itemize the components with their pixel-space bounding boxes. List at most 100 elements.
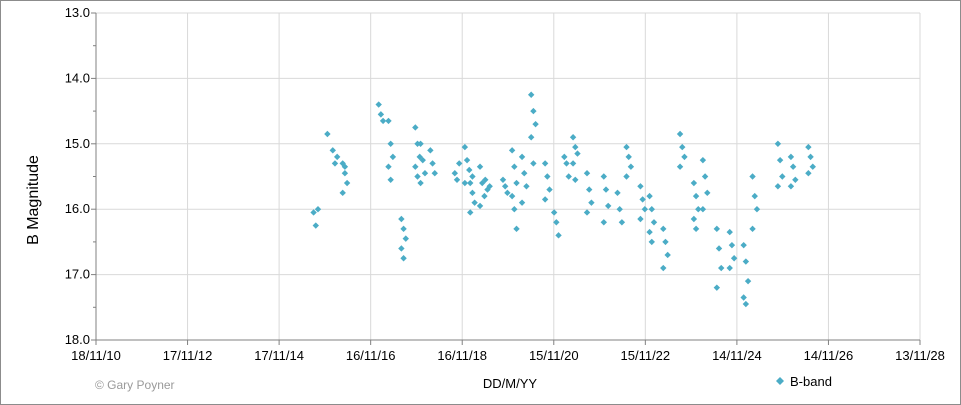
- data-point: [553, 219, 560, 226]
- data-point: [588, 199, 595, 206]
- data-point: [513, 225, 520, 233]
- data-point: [501, 183, 509, 190]
- data-point: [713, 225, 721, 233]
- data-point: [333, 153, 341, 161]
- data-point: [504, 189, 511, 197]
- data-point: [469, 173, 476, 180]
- data-point: [600, 173, 608, 180]
- data-point: [523, 183, 530, 190]
- legend-marker: [776, 377, 784, 385]
- data-point: [637, 215, 644, 223]
- x-tick-label: 15/11/22: [621, 348, 671, 363]
- data-point: [690, 179, 698, 187]
- y-tick-label: 13.0: [65, 5, 90, 20]
- data-point: [421, 170, 429, 177]
- data-point: [715, 245, 723, 252]
- data-point: [385, 117, 392, 125]
- data-point: [412, 163, 419, 170]
- x-tick-label: 15/11/20: [529, 348, 579, 363]
- data-point: [339, 189, 346, 197]
- data-point: [563, 160, 570, 167]
- data-point: [482, 176, 489, 183]
- y-tick-label: 14.0: [65, 70, 90, 85]
- data-point: [774, 183, 782, 190]
- data-point: [314, 206, 322, 213]
- data-point: [532, 120, 539, 128]
- data-point: [646, 192, 653, 200]
- x-axis-title: DD/M/YY: [483, 376, 538, 391]
- data-point: [660, 264, 667, 272]
- x-tick-label: 17/11/12: [163, 348, 213, 363]
- data-point: [753, 206, 761, 213]
- data-point: [389, 153, 397, 161]
- data-point: [586, 186, 593, 193]
- data-point: [565, 173, 572, 180]
- data-point: [451, 170, 459, 177]
- data-point: [476, 163, 484, 170]
- data-point: [676, 130, 684, 138]
- data-point: [469, 189, 476, 197]
- x-tick-label: 14/11/24: [712, 348, 762, 363]
- data-point: [749, 225, 756, 233]
- data-point: [377, 111, 385, 118]
- data-point: [398, 215, 405, 223]
- data-point: [779, 173, 786, 180]
- data-point: [776, 156, 784, 164]
- data-point: [701, 173, 709, 180]
- data-point: [787, 183, 795, 190]
- data-point: [466, 166, 473, 174]
- data-point: [807, 153, 814, 161]
- y-tick-label: 16.0: [65, 201, 90, 216]
- data-point: [692, 192, 700, 200]
- data-point: [726, 228, 733, 236]
- x-tick-label: 16/11/16: [346, 348, 396, 363]
- data-point: [379, 117, 387, 125]
- data-point: [387, 140, 394, 147]
- data-point: [600, 219, 608, 226]
- data-point: [641, 206, 649, 213]
- data-point: [341, 170, 349, 177]
- data-point: [513, 179, 520, 187]
- data-point: [417, 179, 424, 187]
- data-point: [704, 189, 711, 197]
- data-point: [527, 91, 535, 98]
- data-point: [662, 238, 669, 246]
- data-point: [637, 183, 644, 190]
- data-point: [530, 107, 537, 115]
- data-point: [527, 134, 535, 141]
- x-tick-labels: 18/11/10 17/11/12 17/11/14 16/11/16 16/11/18…: [71, 348, 945, 363]
- data-point: [792, 176, 799, 183]
- data-point: [518, 199, 526, 206]
- data-point: [681, 153, 688, 161]
- x-tick-label: 17/11/14: [254, 348, 304, 363]
- data-point: [511, 206, 518, 213]
- data-point: [572, 143, 579, 151]
- data-point: [805, 143, 812, 151]
- data-point: [569, 160, 577, 167]
- data-point: [499, 176, 507, 183]
- data-point: [740, 241, 747, 249]
- data-point: [546, 186, 553, 193]
- data-point: [341, 163, 349, 170]
- data-point: [530, 160, 537, 167]
- y-tick-label: 17.0: [65, 267, 90, 282]
- axes: [91, 12, 921, 345]
- data-point: [400, 225, 407, 233]
- data-point: [555, 232, 562, 239]
- data-point: [398, 245, 405, 252]
- data-point: [618, 219, 626, 226]
- data-point: [690, 215, 698, 223]
- data-point: [331, 160, 339, 167]
- data-point: [508, 192, 516, 200]
- data-point: [623, 173, 630, 180]
- data-point: [312, 222, 319, 229]
- data-point: [419, 156, 426, 164]
- data-points: [310, 91, 816, 308]
- data-point: [648, 206, 655, 213]
- data-point: [699, 156, 707, 164]
- data-point: [646, 228, 653, 236]
- data-point: [402, 235, 409, 242]
- data-point: [324, 130, 331, 138]
- y-tick-label: 18.0: [65, 332, 90, 347]
